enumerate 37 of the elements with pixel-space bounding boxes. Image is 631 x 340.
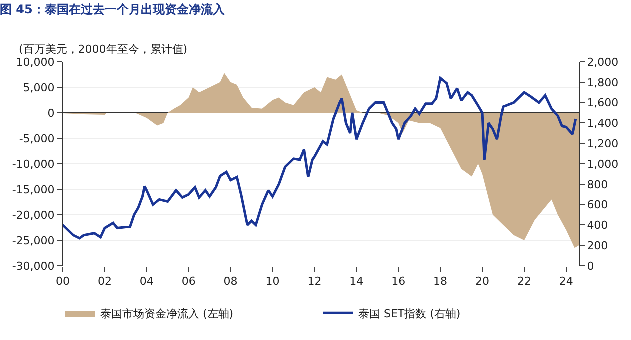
y2-tick-label: 600 (587, 198, 608, 212)
x-tick-label: 24 (559, 275, 574, 288)
y-tick-label: -25,000 (12, 234, 55, 248)
x-tick-label: 22 (517, 275, 532, 288)
y2-tick-label: 2,000 (587, 56, 619, 69)
y2-tick-label: 1,800 (587, 76, 619, 90)
y2-tick-label: 800 (587, 178, 608, 192)
y-tick-label: -10,000 (12, 158, 55, 171)
x-tick-label: 14 (350, 275, 364, 288)
y-tick-label: 10,000 (16, 56, 55, 69)
y2-tick-label: 1,000 (587, 158, 619, 171)
x-tick-label: 10 (266, 275, 280, 288)
y-tick-label: -5,000 (19, 132, 55, 146)
y-axis-title: (百万美元，2000年至今，累计值) (19, 43, 188, 56)
x-tick-label: 16 (392, 275, 406, 288)
y-tick-label: -15,000 (12, 183, 55, 196)
y-tick-label: 5,000 (23, 81, 55, 94)
legend-label: 泰国市场资金净流入 (左轴) (100, 307, 234, 320)
y-tick-label: -20,000 (12, 208, 55, 222)
y-tick-label: 0 (48, 106, 55, 120)
y2-tick-label: 1,200 (587, 137, 619, 150)
x-tick-label: 12 (308, 275, 322, 288)
y2-tick-label: 200 (587, 239, 608, 252)
y2-tick-label: 0 (587, 260, 594, 273)
x-tick-label: 04 (140, 275, 154, 288)
x-tick-label: 08 (224, 275, 238, 288)
y2-tick-label: 400 (587, 219, 608, 232)
x-tick-label: 00 (56, 275, 70, 288)
y2-tick-label: 1,400 (587, 117, 619, 130)
chart-title: 图 45：泰国在过去一个月出现资金净流入 (0, 2, 226, 16)
x-tick-label: 20 (476, 275, 490, 288)
x-tick-label: 02 (98, 275, 112, 288)
x-tick-label: 18 (434, 275, 448, 288)
legend-label: 泰国 SET指数 (右轴) (358, 307, 461, 320)
y-tick-label: -30,000 (12, 260, 55, 273)
x-tick-label: 06 (182, 275, 196, 288)
y2-tick-label: 1,600 (587, 96, 619, 110)
